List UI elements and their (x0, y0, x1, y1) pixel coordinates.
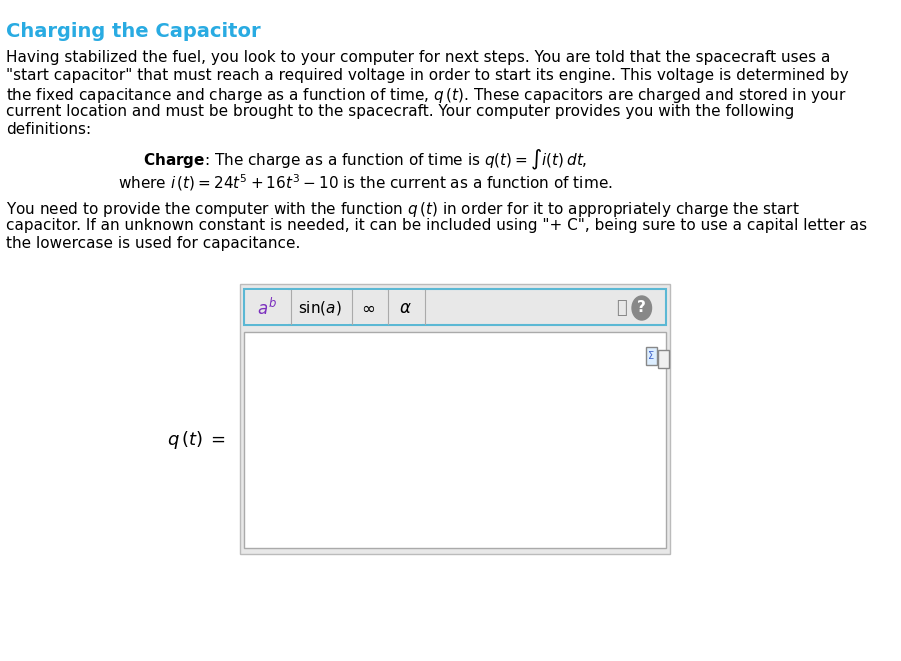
Text: $\mathbf{Charge}$: The charge as a function of time is $q(t) = \int i(t)\, dt,$: $\mathbf{Charge}$: The charge as a funct… (143, 148, 587, 172)
Text: Charging the Capacitor: Charging the Capacitor (6, 22, 261, 41)
Text: capacitor. If an unknown constant is needed, it can be included using "+ C", bei: capacitor. If an unknown constant is nee… (6, 218, 868, 233)
Text: $\infty$: $\infty$ (361, 299, 376, 317)
Bar (388, 290, 422, 324)
Text: current location and must be brought to the spacecraft. Your computer provides y: current location and must be brought to … (6, 104, 795, 119)
Text: the lowercase is used for capacitance.: the lowercase is used for capacitance. (6, 236, 301, 251)
Text: $a^b$: $a^b$ (257, 297, 277, 319)
FancyBboxPatch shape (658, 350, 669, 368)
Text: ?: ? (637, 301, 646, 315)
Circle shape (632, 296, 651, 320)
Text: $\sin(a)$: $\sin(a)$ (298, 299, 341, 317)
Bar (291, 290, 349, 324)
Text: Having stabilized the fuel, you look to your computer for next steps. You are to: Having stabilized the fuel, you look to … (6, 50, 831, 65)
Text: 🗑: 🗑 (616, 299, 627, 317)
Text: definitions:: definitions: (6, 122, 92, 137)
FancyBboxPatch shape (243, 289, 666, 325)
Bar (246, 290, 287, 324)
FancyBboxPatch shape (243, 332, 666, 548)
Text: $\alpha$: $\alpha$ (398, 299, 412, 317)
Bar (351, 290, 385, 324)
Text: You need to provide the computer with the function $q\,(t)$ in order for it to a: You need to provide the computer with th… (6, 200, 800, 219)
FancyBboxPatch shape (646, 347, 657, 365)
Text: the fixed capacitance and charge as a function of time, $q\,(t)$. These capacito: the fixed capacitance and charge as a fu… (6, 86, 847, 105)
Text: Σ: Σ (649, 351, 655, 361)
Text: "start capacitor" that must reach a required voltage in order to start its engin: "start capacitor" that must reach a requ… (6, 68, 849, 83)
Text: $q\,(t)\; =$: $q\,(t)\; =$ (167, 429, 225, 451)
FancyBboxPatch shape (240, 284, 670, 554)
Text: where $i\,(t) = 24t^5 + 16t^3 - 10$ is the current as a function of time.: where $i\,(t) = 24t^5 + 16t^3 - 10$ is t… (118, 172, 613, 193)
